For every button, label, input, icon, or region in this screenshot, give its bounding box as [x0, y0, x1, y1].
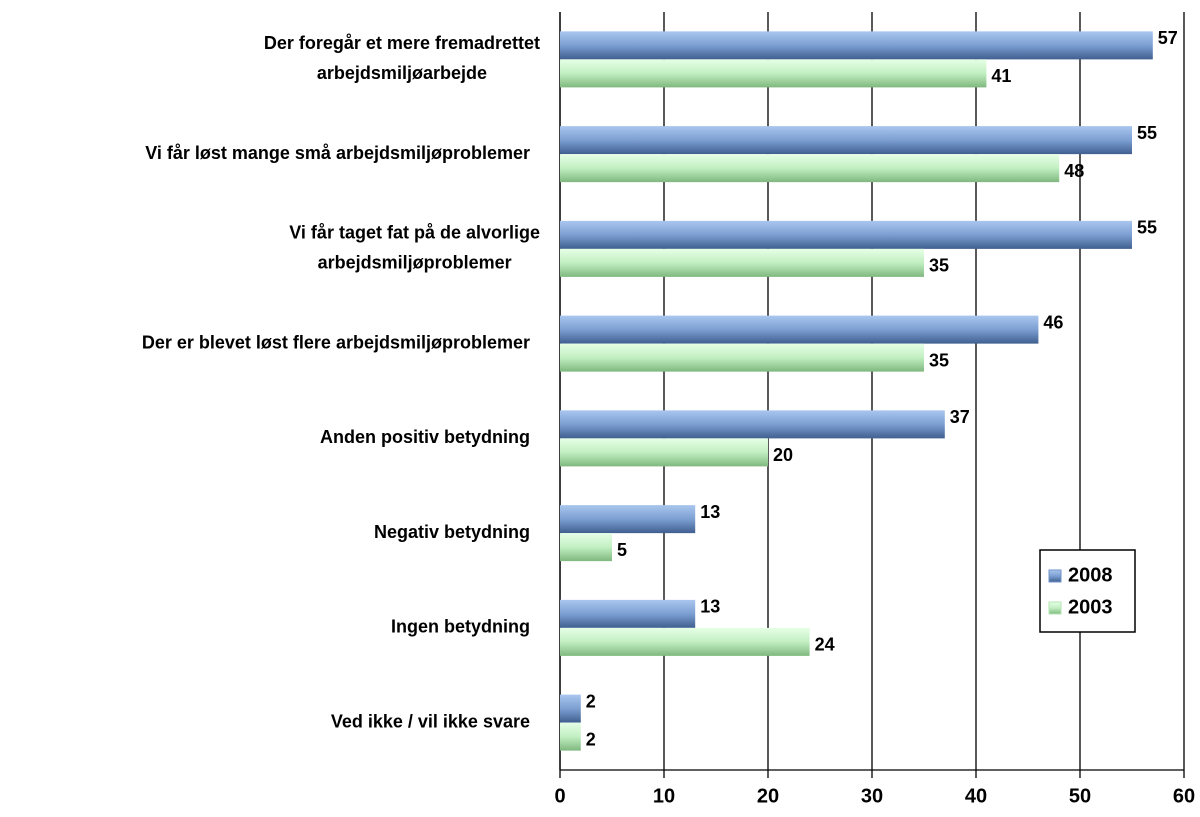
bar — [560, 154, 1060, 183]
value-label: 46 — [1043, 312, 1063, 332]
bar — [560, 722, 581, 751]
y-tick-label: arbejdsmiljøproblemer — [318, 253, 512, 273]
value-label: 13 — [700, 502, 720, 522]
x-tick-label: 10 — [653, 785, 675, 807]
legend-label: 2003 — [1068, 596, 1113, 618]
bar — [560, 694, 581, 723]
bar — [560, 220, 1132, 249]
value-label: 55 — [1137, 218, 1157, 238]
value-label: 35 — [929, 256, 949, 276]
value-label: 55 — [1137, 123, 1157, 143]
bar — [560, 599, 696, 628]
bar — [560, 627, 810, 656]
x-tick-label: 60 — [1173, 785, 1195, 807]
y-tick-label: Ved ikke / vil ikke svare — [331, 711, 530, 731]
value-label: 37 — [950, 407, 970, 427]
value-label: 5 — [617, 540, 627, 560]
y-tick-label: Negativ betydning — [374, 522, 530, 542]
x-tick-label: 0 — [554, 785, 565, 807]
bar — [560, 438, 768, 467]
value-label: 20 — [773, 445, 793, 465]
bar — [560, 126, 1132, 155]
value-label: 24 — [815, 635, 835, 655]
y-tick-label: Anden positiv betydning — [320, 427, 530, 447]
x-tick-label: 20 — [757, 785, 779, 807]
bar — [560, 533, 612, 562]
legend-label: 2008 — [1068, 564, 1113, 586]
x-tick-label: 50 — [1069, 785, 1091, 807]
legend-swatch — [1048, 601, 1062, 615]
bar — [560, 505, 696, 534]
value-label: 41 — [991, 66, 1011, 86]
bar — [560, 343, 924, 372]
y-tick-label: Der foregår et mere fremadrettet — [264, 33, 540, 53]
legend-swatch — [1048, 569, 1062, 583]
y-tick-label: arbejdsmiljøarbejde — [317, 63, 487, 83]
value-label: 13 — [700, 597, 720, 617]
value-label: 48 — [1064, 161, 1084, 181]
y-tick-label: Ingen betydning — [391, 617, 530, 637]
value-label: 57 — [1158, 28, 1178, 48]
value-label: 2 — [586, 691, 596, 711]
x-tick-label: 30 — [861, 785, 883, 807]
bar — [560, 410, 945, 439]
y-tick-label: Vi får løst mange små arbejdsmiljøproble… — [145, 143, 530, 163]
bar — [560, 31, 1153, 60]
bar — [560, 59, 987, 88]
value-label: 2 — [586, 729, 596, 749]
bar — [560, 315, 1039, 344]
legend-box — [1039, 549, 1136, 633]
y-tick-label: Der er blevet løst flere arbejdsmiljøpro… — [142, 332, 530, 352]
y-tick-label: Vi får taget fat på de alvorlige — [289, 223, 540, 243]
bar — [560, 248, 924, 277]
value-label: 35 — [929, 350, 949, 370]
x-tick-label: 40 — [965, 785, 987, 807]
